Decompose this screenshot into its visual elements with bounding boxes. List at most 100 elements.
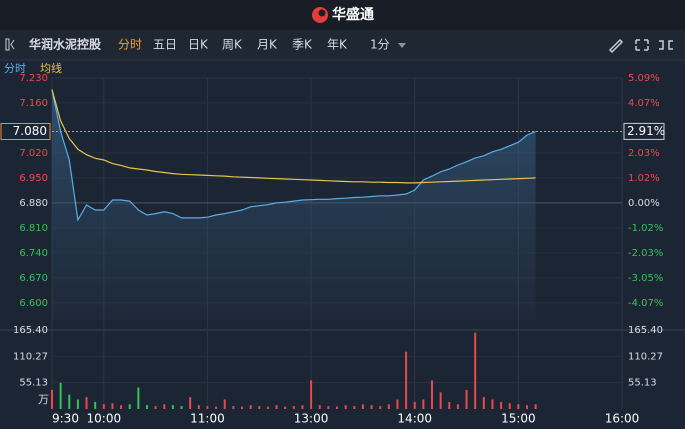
volume-bar xyxy=(85,397,88,409)
price-area xyxy=(52,89,536,320)
volume-bar xyxy=(344,405,347,409)
y-tick-label: 165.40 xyxy=(628,325,663,336)
average-line xyxy=(51,89,536,184)
volume-bar xyxy=(137,387,140,409)
y-tick-label: 7.160 xyxy=(19,98,48,109)
interval-select[interactable]: 1分 xyxy=(370,38,390,52)
last-price-box xyxy=(0,122,51,140)
y2-tick-label: 1.02% xyxy=(628,173,660,184)
volume-bar xyxy=(241,406,243,409)
y-tick-label: 110.27 xyxy=(628,351,663,362)
volume-bar xyxy=(102,404,105,409)
volume-bar xyxy=(413,401,416,409)
volume-bar xyxy=(370,405,373,409)
volume-bar xyxy=(189,397,192,409)
dropdown-arrow[interactable] xyxy=(398,43,406,48)
volume-bar xyxy=(318,405,321,409)
x-tick-label: 15:00 xyxy=(501,412,536,426)
x-tick-label: 9:30 xyxy=(52,412,79,426)
tab[interactable]: 周K xyxy=(222,38,243,52)
layout-icon[interactable] xyxy=(659,40,673,50)
volume-bar xyxy=(197,405,200,409)
volume-bar xyxy=(94,401,97,409)
volume-bar xyxy=(292,406,295,409)
volume-bar xyxy=(232,406,235,409)
y-tick-label: 7.230 xyxy=(19,73,48,84)
toolbar xyxy=(0,30,685,60)
volume-bar xyxy=(517,404,520,409)
tab[interactable]: 日K xyxy=(188,38,209,52)
volume-bar xyxy=(68,394,71,409)
y-tick-label: 55.13 xyxy=(628,378,657,389)
y-tick-label: 7.020 xyxy=(19,148,48,159)
y-tick-label: 6.880 xyxy=(19,198,48,209)
volume-bar xyxy=(146,405,148,409)
y2-tick-label: -1.02% xyxy=(628,223,663,234)
volume-bar xyxy=(223,399,226,409)
tab[interactable]: 年K xyxy=(327,38,348,52)
volume-bar xyxy=(500,401,503,409)
tab[interactable]: 五日 xyxy=(153,38,177,52)
y-tick-label: 6.670 xyxy=(19,273,48,284)
x-tick-label: 11:00 xyxy=(190,412,225,426)
volume-bar xyxy=(361,404,364,409)
volume-bar xyxy=(128,404,131,409)
volume-bar xyxy=(284,406,287,409)
volume-bar xyxy=(456,404,459,409)
volume-bar xyxy=(111,403,114,409)
legend-entry: 均线 xyxy=(40,61,62,75)
volume-bar xyxy=(526,405,528,409)
volume-bar xyxy=(301,405,304,409)
x-tick-label: 14:00 xyxy=(397,412,432,426)
volume-bar xyxy=(508,403,511,409)
volume-bar xyxy=(310,380,313,409)
volume-bar xyxy=(163,404,166,409)
volume-bar xyxy=(266,406,269,409)
y-tick-label: 110.27 xyxy=(13,351,48,362)
x-tick-label: 10:00 xyxy=(87,412,122,426)
x-tick-label: 13:00 xyxy=(294,412,329,426)
y-tick-label: 6.810 xyxy=(19,223,48,234)
x-tick-label: 16:00 xyxy=(605,412,640,426)
brand: 华盛通 xyxy=(332,6,374,23)
last-change-box xyxy=(623,122,665,140)
volume-bar xyxy=(59,382,62,409)
volume-bar xyxy=(249,405,252,409)
price-line xyxy=(51,89,536,222)
volume-bar xyxy=(76,399,79,409)
last-change-label: 2.91% xyxy=(627,124,665,138)
volume-bar xyxy=(387,404,390,409)
volume-bar xyxy=(215,406,218,409)
brand-logo xyxy=(312,7,328,23)
y-tick-label: 6.950 xyxy=(19,173,48,184)
y-tick-label: 55.13 xyxy=(19,378,48,389)
fullscreen-icon[interactable] xyxy=(635,39,649,51)
volume-bar xyxy=(206,406,209,409)
draw-icon[interactable] xyxy=(608,38,624,54)
volume-bar xyxy=(491,399,494,409)
volume-bar xyxy=(353,406,356,409)
stock-name: 华润水泥控股 xyxy=(29,37,102,52)
volume-bar xyxy=(474,332,477,409)
y2-tick-label: 4.07% xyxy=(628,98,660,109)
volume-bar xyxy=(534,404,537,409)
y2-tick-label: 2.03% xyxy=(628,148,660,159)
volume-bar xyxy=(439,392,442,409)
last-price-label: 7.080 xyxy=(13,124,47,138)
volume-bar xyxy=(431,380,433,409)
y2-tick-label: 0.00% xyxy=(628,198,660,209)
tab[interactable]: 月K xyxy=(257,38,278,52)
y2-tick-label: -3.05% xyxy=(628,273,663,284)
tab[interactable]: 分时 xyxy=(118,38,142,52)
volume-bar xyxy=(154,406,157,409)
volume-bar xyxy=(180,406,183,409)
y2-tick-label: 5.09% xyxy=(628,73,660,84)
y2-tick-label: -2.03% xyxy=(628,248,663,259)
tab[interactable]: 季K xyxy=(292,38,313,52)
volume-bar xyxy=(120,405,123,409)
legend-entry: 分时 xyxy=(4,62,26,75)
y-tick-label: 165.40 xyxy=(13,325,48,336)
volume-bar xyxy=(171,405,174,409)
